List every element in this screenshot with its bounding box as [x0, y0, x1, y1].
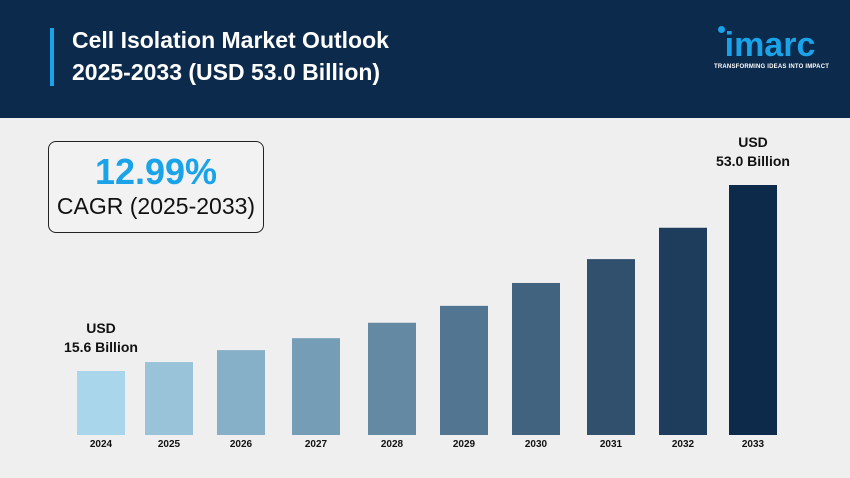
- bar-2024: [77, 371, 125, 435]
- tick-label-2024: 2024: [90, 439, 113, 450]
- bar-2033: [729, 185, 777, 435]
- data-label-line-2: 15.6 Billion: [64, 339, 138, 355]
- tick-label-2029: 2029: [453, 439, 476, 450]
- logo-tagline: TRANSFORMING IDEAS INTO IMPACT: [714, 64, 830, 70]
- bar-2026: [217, 350, 265, 435]
- bar-2030: [512, 282, 560, 435]
- tick-label-2026: 2026: [230, 439, 253, 450]
- bar-2029: [440, 305, 488, 435]
- cagr-box: 12.99% CAGR (2025-2033): [48, 141, 264, 233]
- cagr-label: CAGR (2025-2033): [56, 193, 256, 219]
- tick-label-2028: 2028: [381, 439, 404, 450]
- tick-label-2027: 2027: [305, 439, 328, 450]
- data-label-2024: USD 15.6 Billion: [41, 319, 161, 357]
- logo-text: imarc: [724, 26, 816, 64]
- tick-label-2030: 2030: [525, 439, 548, 450]
- bar-2025: [145, 362, 193, 435]
- header-banner: Cell Isolation Market Outlook 2025-2033 …: [0, 0, 850, 118]
- tick-label-2031: 2031: [600, 439, 623, 450]
- tick-label-2025: 2025: [158, 439, 181, 450]
- title-line-1: Cell Isolation Market Outlook: [72, 27, 389, 53]
- data-label-line-2: 53.0 Billion: [716, 153, 790, 169]
- bar-2032: [659, 227, 707, 435]
- page-title: Cell Isolation Market Outlook 2025-2033 …: [72, 24, 389, 88]
- bar-2027: [292, 338, 340, 435]
- title-accent-bar: [50, 28, 54, 86]
- data-label-2033: USD 53.0 Billion: [693, 133, 813, 171]
- tick-label-2033: 2033: [742, 439, 765, 450]
- imarc-logo: imarc TRANSFORMING IDEAS INTO IMPACT: [714, 26, 830, 70]
- data-label-line-1: USD: [738, 134, 768, 150]
- bar-2031: [587, 259, 635, 435]
- data-label-line-1: USD: [86, 320, 116, 336]
- tick-label-2032: 2032: [672, 439, 695, 450]
- cagr-value: 12.99%: [94, 151, 218, 192]
- bar-2028: [368, 322, 416, 435]
- title-line-2: 2025-2033 (USD 53.0 Billion): [72, 59, 381, 85]
- logo-dot-icon: [718, 26, 725, 33]
